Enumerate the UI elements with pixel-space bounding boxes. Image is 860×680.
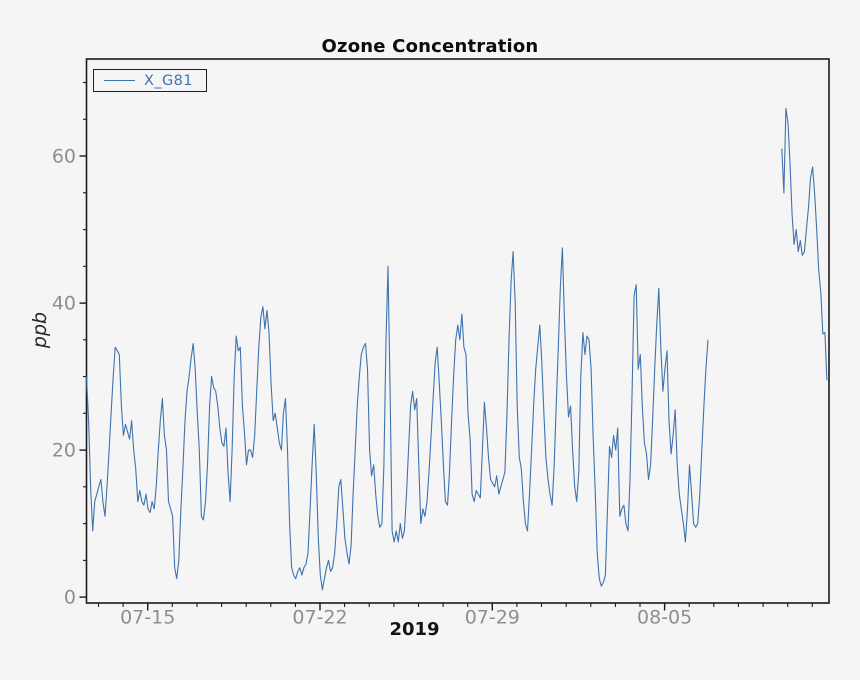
x-axis-label: 2019	[389, 619, 440, 640]
legend: X_G81	[93, 69, 207, 92]
y-axis-label: ppb	[29, 311, 51, 349]
legend-label: X_G81	[144, 72, 193, 89]
y-tick-label: 20	[52, 440, 76, 462]
y-tick-label: 60	[52, 146, 76, 168]
x-tick-label: 08-05	[637, 607, 692, 629]
x-tick-label: 07-15	[120, 607, 175, 629]
x-tick-label: 07-22	[292, 607, 347, 629]
x-tick-label: 07-29	[465, 607, 520, 629]
legend-line-swatch	[104, 80, 135, 81]
y-tick-label: 40	[52, 293, 76, 315]
series-line-X_G81	[85, 107, 828, 591]
axis-tick-labels: 07-15 07-22 07-29 08-05 0 20 40 60	[52, 146, 692, 629]
plot-border	[85, 58, 830, 604]
y-tick-label: 0	[64, 587, 76, 609]
axis-ticks	[79, 81, 813, 611]
chart-title: Ozone Concentration	[321, 36, 539, 57]
